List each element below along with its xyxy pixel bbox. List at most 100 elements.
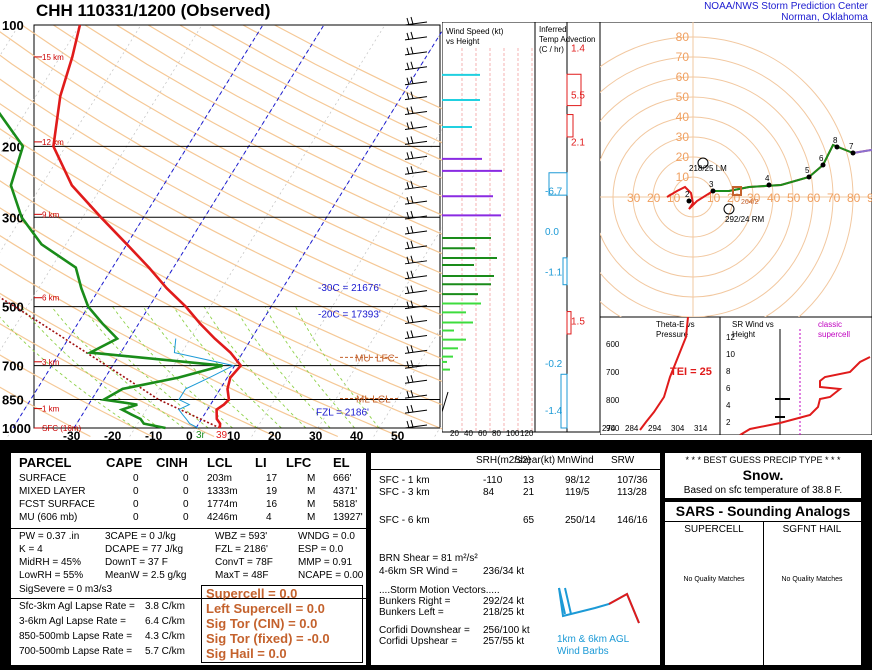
sars-col2: SGFNT HAIL bbox=[782, 524, 842, 535]
pressure-tick-label: 500 bbox=[2, 300, 24, 315]
wind-barb-flag bbox=[406, 196, 410, 205]
hodo-level-dot bbox=[806, 174, 812, 180]
precip-basis: Based on sfc temperature of 38.8 F. bbox=[683, 485, 843, 496]
parcel-cell: MIXED LAYER bbox=[19, 486, 86, 497]
temp-tick-label: 30 bbox=[309, 429, 323, 440]
parcel-cell: 0 bbox=[183, 512, 189, 523]
pressure-tick-label: 1000 bbox=[2, 421, 31, 436]
adv-bar bbox=[566, 311, 572, 335]
precip-value: Snow. bbox=[742, 467, 784, 483]
annot-mllcl: ML LCL bbox=[356, 395, 391, 406]
storm-right-marker bbox=[723, 203, 735, 215]
thetae-frame bbox=[600, 317, 720, 435]
wind-barb-flag bbox=[406, 271, 410, 279]
wind-barb-flag bbox=[410, 330, 414, 338]
thetae-y-label: 700 bbox=[606, 368, 620, 377]
kinematics-cell: 107/36 bbox=[617, 475, 648, 486]
wind-barb-flag bbox=[410, 210, 414, 219]
dry-adiabat bbox=[0, 103, 442, 338]
bunkers-right-value: 292/24 kt bbox=[483, 596, 525, 607]
temp-tick-label: -30 bbox=[63, 429, 81, 440]
parcel-header-cell: CINH bbox=[156, 455, 188, 470]
param-cell: MidRH = 45% bbox=[19, 557, 81, 568]
parcel-header-cell: CAPE bbox=[106, 455, 143, 470]
kinematics-cell: 84 bbox=[483, 487, 495, 498]
index-value: Sig Hail = 0.0 bbox=[206, 646, 287, 661]
wind-barb-flag bbox=[410, 225, 414, 234]
sars-title: SARS - Sounding Analogs bbox=[675, 503, 851, 519]
hodo-level-dot bbox=[820, 162, 826, 168]
wind-barb-flag bbox=[410, 46, 414, 54]
storm-motion-title: ....Storm Motion Vectors..... bbox=[379, 585, 500, 596]
hodo-x-label: 40 bbox=[767, 191, 781, 205]
parcel-panel: PARCEL CAPE CINH LCL LI LFC EL SURFACE 0 0 203m 17… bbox=[10, 452, 367, 666]
thetae-y-label: 800 bbox=[606, 396, 620, 405]
kinematics-cell: 98/12 bbox=[565, 475, 591, 486]
parcel-cell: 0 bbox=[133, 486, 139, 497]
adv-value: -1.4 bbox=[545, 406, 563, 417]
moist-adiabat bbox=[264, 306, 355, 429]
wind-frame bbox=[442, 22, 535, 433]
kinematics-header-cell: MnWind bbox=[557, 455, 594, 466]
moist-adiabat bbox=[0, 316, 136, 429]
wind-title-line1: Wind Speed (kt) bbox=[446, 27, 504, 36]
moist-adiabat bbox=[234, 306, 331, 429]
thetae-title-line1: Theta-E vs bbox=[656, 320, 695, 329]
parcel-cell: 19 bbox=[266, 486, 278, 497]
kinematics-cell: 65 bbox=[523, 515, 535, 526]
wind-barb-flag bbox=[410, 240, 414, 249]
dry-adiabat bbox=[0, 78, 442, 316]
wind-barb-flag bbox=[406, 286, 410, 294]
parcel-cell: 0 bbox=[133, 499, 139, 510]
moist-adiabat bbox=[203, 306, 307, 429]
wind-barb-flag bbox=[410, 360, 414, 368]
index-value: Left Supercell = 0.0 bbox=[206, 601, 325, 616]
srw-y-label: 2 bbox=[726, 418, 731, 427]
thetae-x-label: 294 bbox=[648, 424, 662, 433]
hodo-ring-label-up: 30 bbox=[676, 130, 690, 144]
kinematics-cell: SFC - 6 km bbox=[379, 515, 430, 526]
wind-barb-flag bbox=[406, 17, 410, 26]
wind-barb-flag bbox=[406, 361, 410, 369]
divider bbox=[763, 521, 764, 665]
hodo-level-label: 4 bbox=[765, 174, 770, 183]
hodo-x-label: 30 bbox=[627, 191, 641, 205]
adv-value: 5.5 bbox=[571, 90, 585, 101]
dewpoint-line bbox=[0, 111, 223, 430]
kinematics-cell: 21 bbox=[523, 487, 535, 498]
pressure-tick-label: 100 bbox=[2, 18, 24, 33]
temp-tick-label: -20 bbox=[104, 429, 122, 440]
thetae-line bbox=[639, 317, 689, 431]
height-label: SFC (16m) bbox=[42, 424, 81, 433]
srw-y-label: 10 bbox=[726, 350, 735, 359]
corfidi-up-value: 257/55 kt bbox=[483, 636, 525, 647]
hodo-frame bbox=[600, 22, 872, 317]
wind-barb-flag bbox=[410, 136, 414, 144]
dry-adiabat bbox=[0, 180, 442, 406]
wind-speed-chart: Wind Speed (kt)vs Height 20 40 60 80 100 120 bbox=[442, 22, 535, 438]
wind-barb-flag bbox=[406, 301, 410, 309]
dry-adiabat bbox=[116, 24, 442, 198]
wind-barb-flag bbox=[410, 181, 414, 189]
kinematics-cell: 250/14 bbox=[565, 515, 596, 526]
wind-barb-flag bbox=[406, 256, 410, 264]
parcel-cell: 1774m bbox=[207, 499, 238, 510]
thetae-y-label: 900 bbox=[606, 424, 620, 433]
parcel-cell: 16 bbox=[266, 499, 278, 510]
hodograph-chart: 1020304050607080302010102030405060708090… bbox=[600, 22, 872, 317]
adv-title-line: Inferred bbox=[539, 25, 567, 34]
kinematics-cell: 119/5 bbox=[565, 487, 590, 498]
isotherm bbox=[0, 24, 20, 57]
kinematics-cell: 13 bbox=[523, 475, 535, 486]
adv-value: -6.7 bbox=[545, 187, 563, 198]
srw-legend-line2: supercell bbox=[818, 330, 850, 339]
param-cell: K = 4 bbox=[19, 544, 43, 555]
wind-barb-flag bbox=[410, 16, 414, 25]
wind-barb-flag bbox=[406, 152, 410, 160]
hodo-level-label: 7 bbox=[849, 142, 854, 151]
hodo-level-label: 3 bbox=[709, 180, 714, 189]
wind-barb-flag bbox=[410, 195, 414, 204]
wind-barb-flag bbox=[410, 285, 414, 293]
index-value: Sig Tor (fixed) = -0.0 bbox=[206, 631, 330, 646]
